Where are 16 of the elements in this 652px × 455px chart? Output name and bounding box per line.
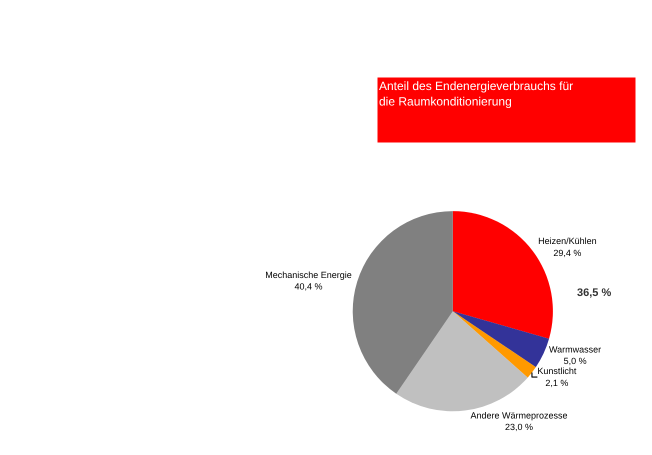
data-label: 29,4 % [553, 248, 582, 258]
data-label: 40,4 % [294, 282, 323, 292]
data-label: 23,0 % [504, 422, 534, 432]
slice-label: Kunstlicht [537, 366, 577, 376]
chart-title: Anteil des Endenergieverbrauchs für die Raumkonditionierung [379, 79, 574, 109]
data-label: 2,1 % [545, 378, 568, 388]
slice-label: Mechanische Energie [265, 270, 352, 280]
data-label: 5,0 % [564, 356, 587, 366]
slice-label: Heizen/Kühlen [538, 236, 597, 246]
pie-slice [452, 311, 536, 378]
text: 36,5 % [577, 287, 612, 299]
pie-slice [352, 211, 453, 394]
pie-slice [396, 311, 528, 412]
slice-label: Warmwasser [548, 344, 602, 355]
slice-label: Andere Wärmeprozesse [470, 410, 568, 420]
pie-slice [452, 311, 550, 368]
